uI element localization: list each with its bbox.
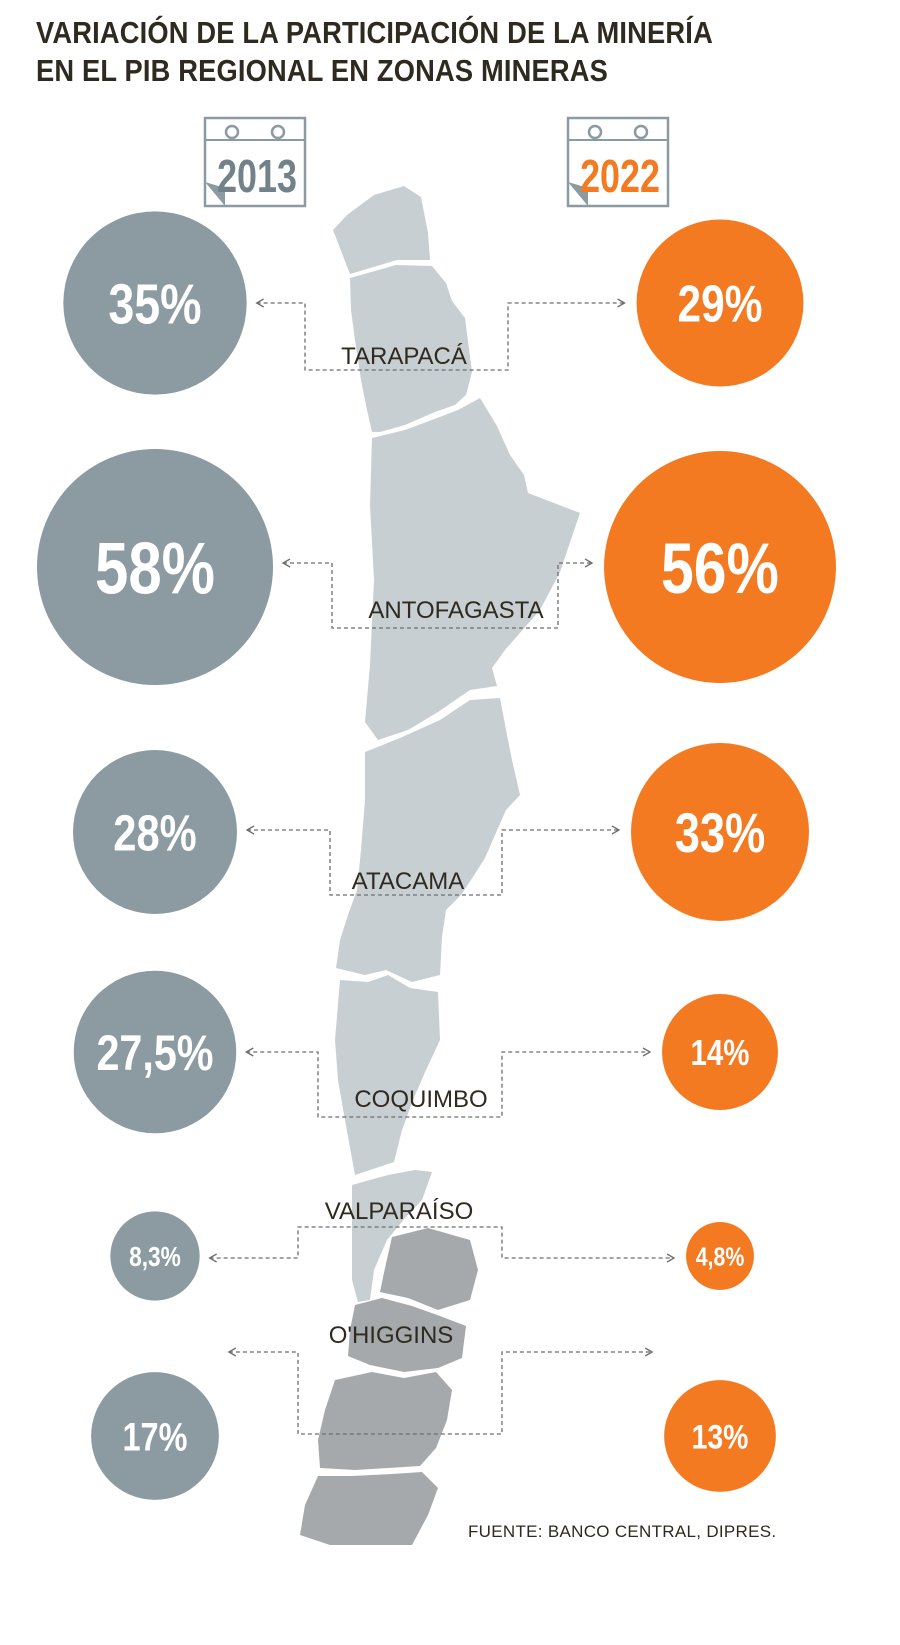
map-region-santiago bbox=[380, 1228, 478, 1310]
title-line-1: VARIACIÓN DE LA PARTICIPACIÓN DE LA MINE… bbox=[36, 15, 713, 50]
bubble-2022-5 bbox=[664, 1380, 776, 1492]
arrow-left-2 bbox=[245, 825, 255, 835]
connector-3 bbox=[246, 1051, 651, 1118]
arrow-left-0 bbox=[255, 298, 264, 308]
bubble-label-2022: 4,8% bbox=[696, 1242, 745, 1272]
bubble-2013-4 bbox=[110, 1211, 200, 1301]
region-label: TARAPACÁ bbox=[341, 343, 467, 370]
connector-5 bbox=[228, 1351, 653, 1435]
region-label: O'HIGGINS bbox=[329, 1322, 454, 1349]
year-label-2022: 2022 bbox=[580, 151, 660, 202]
bubble-2022-4 bbox=[686, 1222, 754, 1290]
title-line-2: EN EL PIB REGIONAL EN ZONAS MINERAS bbox=[36, 53, 609, 88]
map-region-antofagasta bbox=[365, 398, 580, 740]
arrow-left-4 bbox=[208, 1253, 217, 1263]
connector-2 bbox=[246, 829, 619, 896]
region-label: ATACAMA bbox=[352, 868, 464, 895]
connectors bbox=[208, 298, 676, 1435]
arrow-right-2 bbox=[611, 825, 621, 835]
arrow-left-3 bbox=[244, 1047, 254, 1057]
bubble-2022-0 bbox=[636, 219, 804, 387]
bubble-2013-5 bbox=[91, 1372, 219, 1500]
bubble-2013-1 bbox=[37, 449, 273, 685]
bubble-label-2013: 28% bbox=[113, 804, 196, 861]
connector-4 bbox=[209, 1226, 675, 1259]
map-region-valparaiso bbox=[352, 1170, 432, 1302]
bubble-2013-2 bbox=[73, 750, 237, 914]
bubble-2013-3 bbox=[73, 970, 237, 1134]
region-label: VALPARAÍSO bbox=[325, 1198, 474, 1225]
bubble-label-2022: 14% bbox=[691, 1032, 750, 1072]
bubble-label-2022: 29% bbox=[678, 276, 763, 334]
bubble-label-2013: 8,3% bbox=[129, 1242, 181, 1273]
calendar-icon-2013: 2013 bbox=[203, 116, 307, 208]
bubble-label-2013: 27,5% bbox=[96, 1024, 213, 1081]
arrow-right-0 bbox=[617, 298, 626, 308]
region-label: ANTOFAGASTA bbox=[368, 597, 543, 624]
map-region-maule bbox=[318, 1372, 452, 1470]
map-region-south bbox=[300, 1472, 438, 1545]
arrow-right-4 bbox=[666, 1253, 676, 1263]
connector-1 bbox=[283, 562, 593, 629]
bubble-label-2013: 35% bbox=[108, 273, 201, 336]
bubble-2013-0 bbox=[63, 211, 247, 395]
map-region-coquimbo bbox=[335, 975, 440, 1175]
bubble-label-2013: 17% bbox=[123, 1414, 188, 1459]
chile-map bbox=[300, 186, 580, 1545]
bubble-2022-1 bbox=[604, 451, 836, 683]
bubble-2022-2 bbox=[630, 742, 810, 922]
map-region-ohiggins bbox=[348, 1298, 466, 1372]
arrow-left-1 bbox=[281, 558, 291, 568]
arrow-right-5 bbox=[644, 1347, 654, 1357]
region-label: COQUIMBO bbox=[354, 1086, 487, 1113]
bubble-label-2013: 58% bbox=[95, 528, 215, 610]
map-region-tarapaca bbox=[350, 265, 472, 432]
map-region-atacama bbox=[336, 698, 520, 982]
arrow-right-3 bbox=[642, 1047, 652, 1057]
arrow-right-1 bbox=[584, 558, 594, 568]
title: VARIACIÓN DE LA PARTICIPACIÓN DE LA MINE… bbox=[36, 14, 713, 90]
calendar-icon-2022: 2022 bbox=[566, 116, 670, 208]
source-note: FUENTE: BANCO CENTRAL, DIPRES. bbox=[468, 1522, 777, 1541]
bubble-2022-3 bbox=[662, 994, 778, 1110]
arrow-left-5 bbox=[227, 1347, 237, 1357]
bubble-label-2022: 33% bbox=[675, 802, 766, 864]
bubbles: 35% 58% 28% 27,5% 8,3% 17% 29% 56% 33% 14% 4,8% 13% bbox=[37, 211, 836, 1500]
region-labels: TARAPACÁ ANTOFAGASTA ATACAMA COQUIMBO VALPAR… bbox=[325, 343, 544, 1349]
year-label-2013: 2013 bbox=[217, 151, 297, 202]
year-calendars: 2013 2022 bbox=[203, 116, 670, 208]
map-region-arica bbox=[333, 186, 430, 274]
bubble-label-2022: 13% bbox=[692, 1417, 749, 1456]
bubble-label-2022: 56% bbox=[661, 527, 779, 608]
